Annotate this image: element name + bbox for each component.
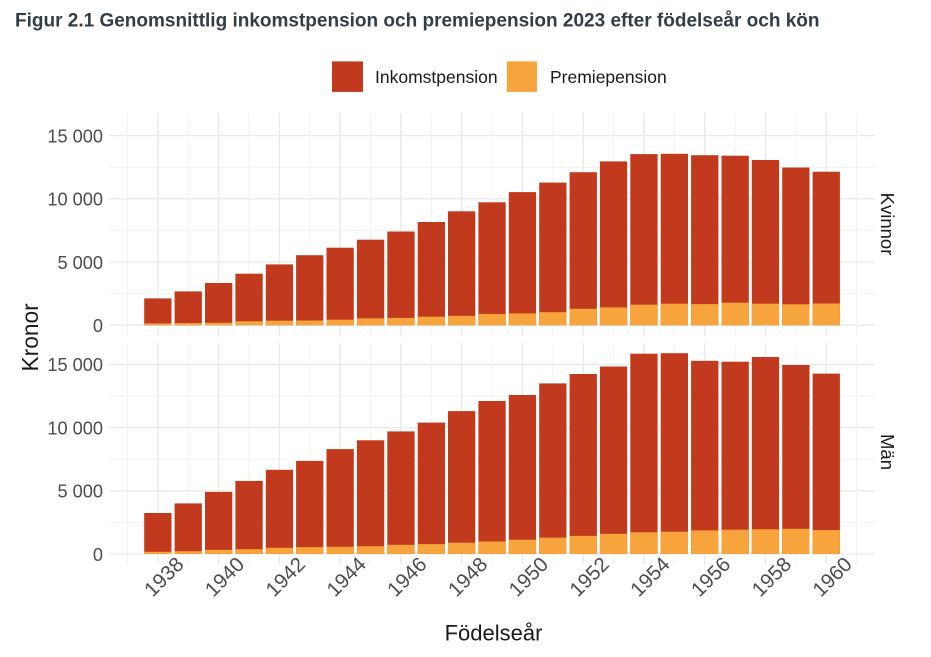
svg-text:Födelseår: Födelseår	[445, 621, 543, 646]
svg-text:0: 0	[93, 545, 103, 565]
svg-text:Figur 2.1 Genomsnittlig inkoms: Figur 2.1 Genomsnittlig inkomstpension o…	[15, 10, 820, 31]
svg-text:10 000: 10 000	[47, 418, 103, 438]
svg-text:Kvinnor: Kvinnor	[877, 193, 898, 256]
svg-text:5 000: 5 000	[57, 482, 103, 502]
svg-text:Män: Män	[877, 434, 898, 470]
svg-text:15 000: 15 000	[47, 126, 103, 146]
svg-text:Premiepension: Premiepension	[550, 67, 667, 87]
svg-text:15 000: 15 000	[47, 355, 103, 375]
svg-text:Inkomstpension: Inkomstpension	[375, 67, 498, 87]
svg-text:5 000: 5 000	[57, 253, 103, 273]
svg-text:10 000: 10 000	[47, 190, 103, 210]
svg-text:0: 0	[93, 316, 103, 336]
svg-text:Kronor: Kronor	[17, 303, 43, 372]
